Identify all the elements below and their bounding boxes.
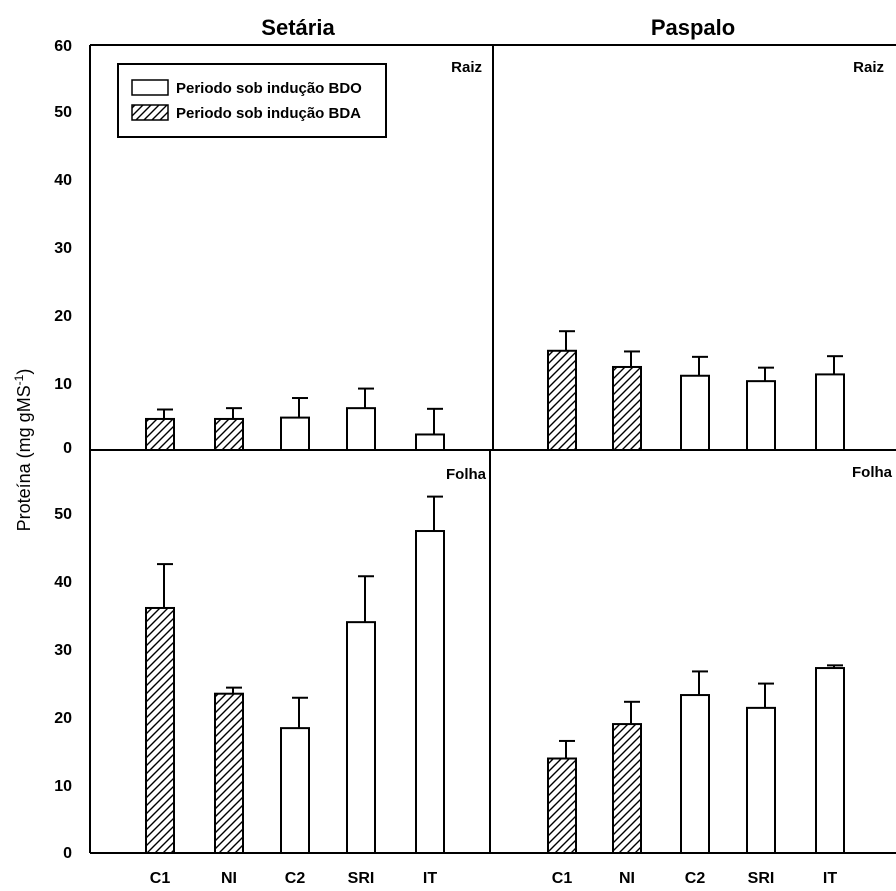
column-title-paspalo: Paspalo	[651, 15, 735, 40]
bar-ni	[612, 723, 642, 855]
x-tick-label: C2	[685, 870, 706, 887]
panel-label-paspalo-folha: Folha	[852, 464, 893, 481]
legend-swatch-hatched	[131, 104, 169, 121]
column-title-setaria: Setária	[261, 15, 335, 40]
y-tick-label: 20	[54, 710, 72, 727]
panel-label-setaria-raiz: Raiz	[451, 59, 482, 76]
y-tick-label: 0	[63, 440, 72, 457]
y-tick-label: 20	[54, 308, 72, 325]
bar-it	[815, 373, 845, 451]
x-tick-label: C1	[552, 870, 573, 887]
y-tick-label: 30	[54, 240, 72, 257]
bar-it	[815, 667, 845, 854]
bar-ni	[214, 417, 244, 452]
bar-sri	[746, 380, 776, 451]
bar-c1	[145, 606, 175, 854]
bar-ni	[612, 365, 642, 452]
x-tick-label: SRI	[348, 870, 375, 887]
legend-label-bda: Periodo sob indução BDA	[176, 105, 361, 122]
y-tick-label: 40	[54, 172, 72, 189]
legend-label-bdo: Periodo sob indução BDO	[176, 80, 362, 97]
x-tick-label: NI	[619, 870, 635, 887]
bar-c1	[547, 349, 577, 451]
bar-c2	[680, 374, 710, 451]
y-tick-label: 0	[63, 845, 72, 862]
bar-c1	[145, 417, 175, 452]
bar-sri	[346, 621, 376, 855]
bar-c2	[680, 694, 710, 854]
bars-layer	[145, 330, 845, 855]
y-tick-label: 30	[54, 642, 72, 659]
y-tick-label: 40	[54, 574, 72, 591]
y-tick-label: 50	[54, 104, 72, 121]
x-tick-label: C2	[285, 870, 306, 887]
y-axis-label: Proteína (mg gMS-1)	[12, 369, 34, 532]
x-tick-label: IT	[423, 870, 437, 887]
bar-sri	[346, 407, 376, 451]
y-tick-label: 10	[54, 778, 72, 795]
x-tick-label: C1	[150, 870, 171, 887]
y-tick-labels-top: 0 10 20 30 40 50 60	[54, 38, 72, 457]
y-tick-labels-bottom: 0 10 20 30 40 50	[54, 506, 72, 862]
bar-c1	[547, 757, 577, 854]
x-tick-label: SRI	[748, 870, 775, 887]
bar-c2	[280, 727, 310, 854]
legend: Periodo sob indução BDO Periodo sob indu…	[117, 63, 387, 138]
y-tick-label: 60	[54, 38, 72, 55]
y-tick-label: 10	[54, 376, 72, 393]
y-tick-label: 50	[54, 506, 72, 523]
x-tick-label: NI	[221, 870, 237, 887]
bar-it	[415, 433, 445, 452]
legend-swatch-plain	[131, 79, 169, 96]
bar-it	[415, 530, 445, 855]
panel-label-paspalo-raiz: Raiz	[853, 59, 884, 76]
panel-label-setaria-folha: Folha	[446, 466, 487, 483]
legend-box	[117, 63, 387, 138]
x-tick-label: IT	[823, 870, 837, 887]
bar-sri	[746, 706, 776, 854]
bar-ni	[214, 692, 244, 855]
x-tick-labels: C1 NI C2 SRI IT C1 NI C2 SRI IT	[150, 870, 838, 887]
bar-c2	[280, 416, 310, 452]
